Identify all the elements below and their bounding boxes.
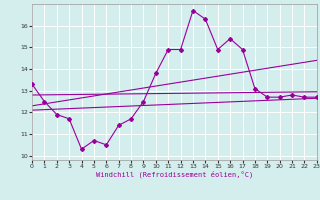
X-axis label: Windchill (Refroidissement éolien,°C): Windchill (Refroidissement éolien,°C) xyxy=(96,171,253,178)
